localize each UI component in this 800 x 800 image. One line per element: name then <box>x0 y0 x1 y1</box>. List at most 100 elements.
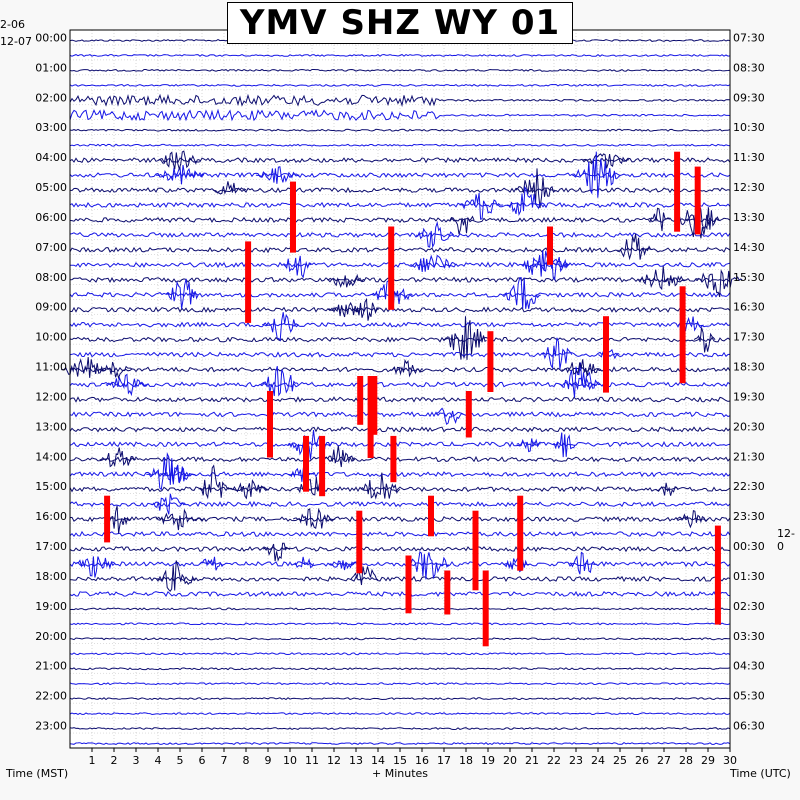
mst-tick-label: 07:00 <box>35 241 67 254</box>
event-burst <box>292 507 336 529</box>
x-tick-label: 18 <box>459 754 473 767</box>
event-burst <box>198 464 229 500</box>
mst-tick-label: 21:00 <box>35 660 67 673</box>
x-tick-label: 8 <box>243 754 250 767</box>
chart-title-box: YMV SHZ WY 01 <box>227 2 573 44</box>
clipped-event-bar <box>428 495 434 537</box>
x-tick-label: 25 <box>613 754 627 767</box>
utc-tick-label: 00:30 <box>733 540 765 553</box>
event-burst <box>617 233 653 261</box>
trace-row <box>69 186 731 194</box>
clipped-event-bar <box>694 166 701 235</box>
utc-tick-label: 17:30 <box>733 331 765 344</box>
right-axis-caption: Time (UTC) <box>730 767 791 780</box>
event-burst <box>150 493 186 515</box>
trace-row <box>69 500 731 508</box>
event-burst <box>61 357 107 378</box>
utc-tick-label: 16:30 <box>733 301 765 314</box>
clipped-event-bar <box>405 555 412 614</box>
x-tick-label: 23 <box>569 754 583 767</box>
chart-title: YMV SHZ WY 01 <box>239 3 561 43</box>
clipped-event-bar <box>371 376 378 435</box>
trace-row <box>69 411 731 418</box>
clipped-event-bar <box>356 510 363 574</box>
x-tick-label: 10 <box>283 754 297 767</box>
event-burst <box>407 551 449 580</box>
trace-row <box>69 201 731 209</box>
mst-tick-label: 06:00 <box>35 211 67 224</box>
trace-row <box>69 108 731 122</box>
trace-row <box>69 697 731 701</box>
clipped-event-bar <box>267 391 273 458</box>
trace-row <box>69 727 731 731</box>
event-burst <box>296 473 323 496</box>
utc-tick-label: 13:30 <box>733 211 765 224</box>
trace-row <box>69 216 731 224</box>
event-burst <box>99 447 136 468</box>
trace-row <box>69 652 731 656</box>
x-tick-label: 27 <box>657 754 671 767</box>
trace-row <box>69 741 731 745</box>
trace-row <box>69 128 731 132</box>
left-axis-caption: Time (MST) <box>6 767 69 780</box>
clipped-event-bar <box>487 331 494 392</box>
utc-tick-label: 06:30 <box>733 720 765 733</box>
x-tick-label: 2 <box>111 754 118 767</box>
event-burst <box>158 150 201 171</box>
event-burst <box>521 249 570 281</box>
x-tick-label: 17 <box>437 754 451 767</box>
utc-tick-label: 22:30 <box>733 480 765 493</box>
x-tick-label: 3 <box>133 754 140 767</box>
event-burst <box>159 466 196 483</box>
seismic-traces <box>69 39 731 745</box>
mst-tick-label: 01:00 <box>35 61 67 74</box>
x-tick-label: 4 <box>155 754 162 767</box>
event-burst <box>552 432 576 458</box>
event-burst <box>228 479 268 500</box>
event-burst <box>199 556 224 571</box>
mst-tick-label: 14:00 <box>35 450 67 463</box>
trace-row <box>69 622 731 626</box>
event-burst <box>572 151 621 198</box>
mst-tick-label: 13:00 <box>35 420 67 433</box>
mst-tick-label: 09:00 <box>35 301 67 314</box>
utc-tick-label: 14:30 <box>733 241 765 254</box>
utc-tick-label: 23:30 <box>733 510 765 523</box>
utc-tick-label: 10:30 <box>733 121 765 134</box>
mst-tick-label: 05:00 <box>35 181 67 194</box>
trace-row <box>69 276 731 283</box>
clipped-event-bar <box>367 376 374 458</box>
utc-tick-labels: 07:30 08:30 09:30 10:30 11:30 12:30 13:30 14:30… <box>733 31 765 732</box>
x-tick-label: 1 <box>89 754 96 767</box>
seismic-events <box>61 150 743 647</box>
mst-tick-label: 08:00 <box>35 271 67 284</box>
trace-row <box>69 306 731 313</box>
x-tick-label: 22 <box>547 754 561 767</box>
trace-row <box>69 336 731 343</box>
utc-tick-label: 12:30 <box>733 181 765 194</box>
minute-gridlines <box>70 29 730 749</box>
clipped-event-bar <box>603 316 609 393</box>
event-burst <box>655 482 679 496</box>
trace-row <box>69 68 731 72</box>
utc-tick-label: 15:30 <box>733 271 765 284</box>
event-burst <box>506 185 545 216</box>
x-tick-label: 15 <box>393 754 407 767</box>
clipped-event-bar <box>482 570 489 647</box>
mst-tick-label: 12:00 <box>35 390 67 403</box>
x-tick-label: 28 <box>679 754 693 767</box>
mst-tick-label: 00:00 <box>35 31 67 44</box>
previous-date-label: 2-06 <box>0 18 25 31</box>
event-burst <box>156 560 197 592</box>
trace-row <box>69 607 731 611</box>
mst-tick-label: 10:00 <box>35 331 67 344</box>
utc-tick-label: 21:30 <box>733 450 765 463</box>
utc-tick-label: 05:30 <box>733 690 765 703</box>
event-burst <box>559 362 601 398</box>
mst-tick-labels: 00:00 01:00 02:00 03:00 04:00 05:00 06:00 07:00… <box>35 31 67 732</box>
trace-row <box>69 143 731 147</box>
mst-tick-label: 15:00 <box>35 480 67 493</box>
mst-tick-label: 19:00 <box>35 600 67 613</box>
x-tick-label: 16 <box>415 754 429 767</box>
event-burst <box>262 542 291 562</box>
